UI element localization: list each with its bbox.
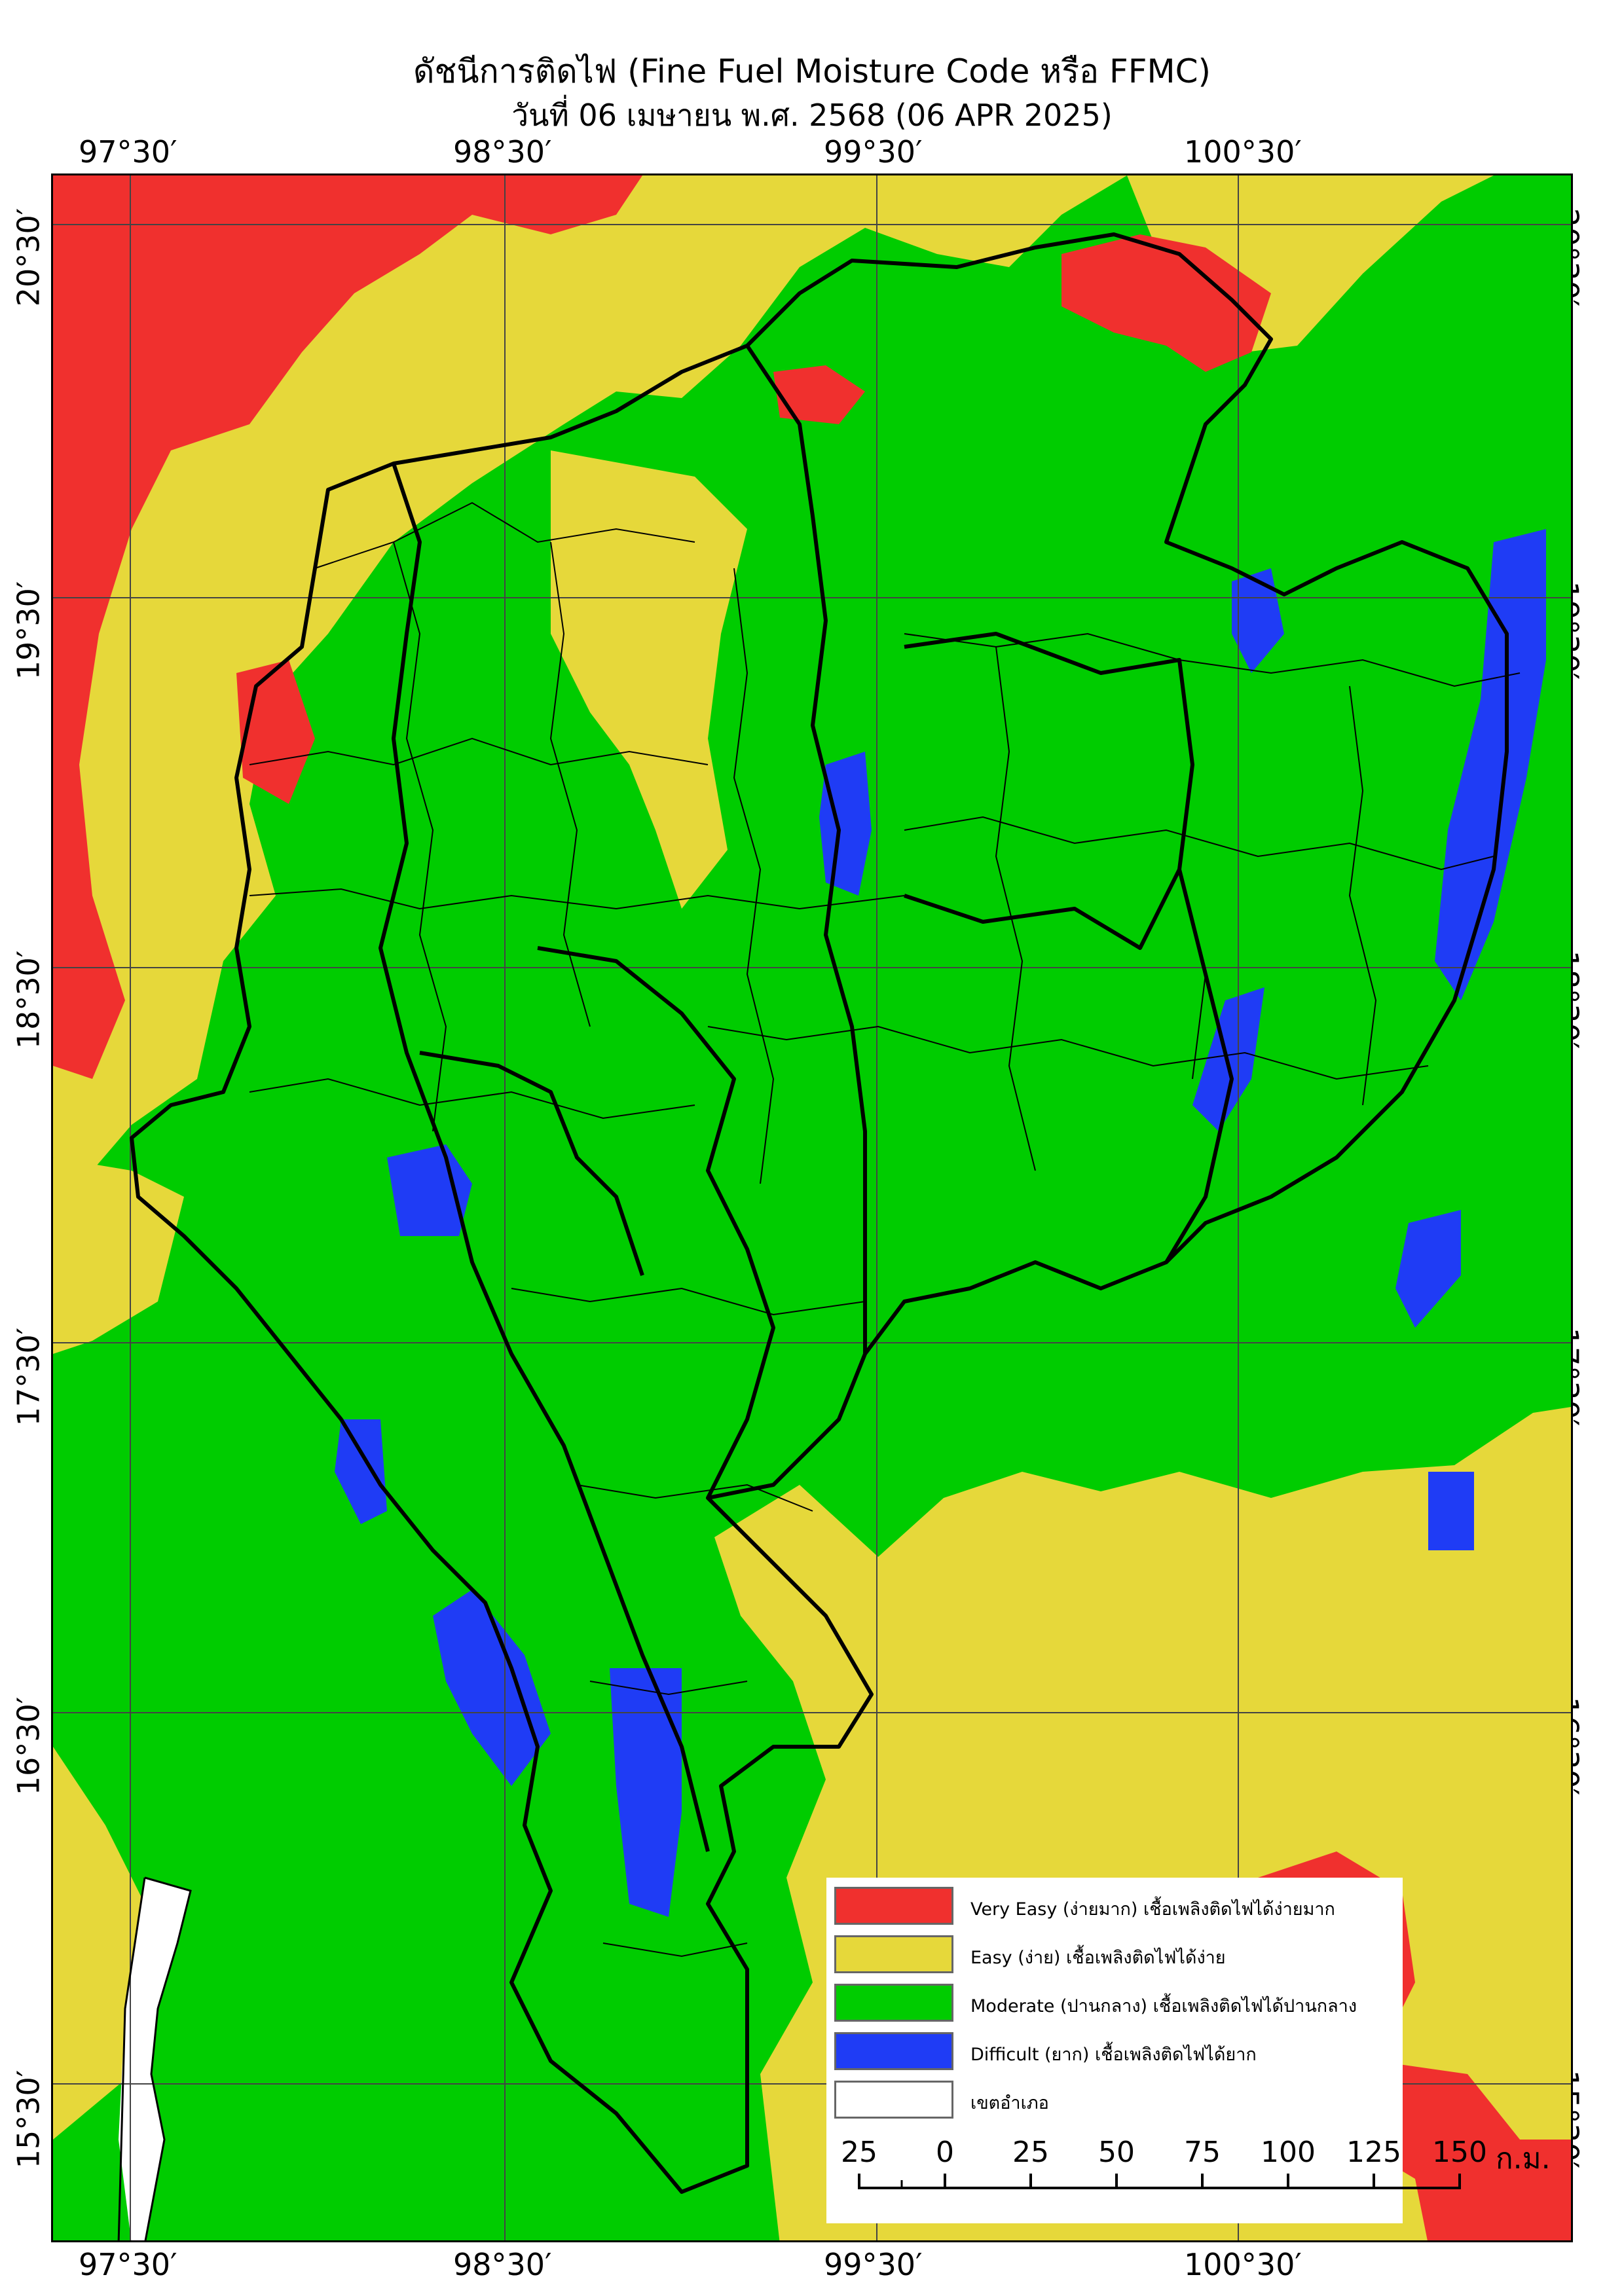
district-line-15 [995, 646, 1036, 1171]
legend-swatch-district [834, 2081, 953, 2119]
very-easy-area-west-patch [236, 660, 315, 804]
lon-label-top-100-30: 100°30′ [1184, 134, 1302, 170]
easy-area-northwest-inner [551, 450, 747, 909]
district-line-6 [707, 1025, 1429, 1080]
lon-label-top-98-30: 98°30′ [453, 134, 552, 170]
legend-item-easy: Easy (ง่าย) เชื้อเพลิงติดไฟได้ง่าย [834, 1935, 1397, 1976]
province-boundary-inner-2 [378, 463, 710, 1852]
map-title: ดัชนีการติดไฟ (Fine Fuel Moisture Code ห… [413, 52, 1211, 90]
legend-item-moderate: Moderate (ปานกลาง) เชื้อเพลิงติดไฟได้ปาน… [834, 1984, 1397, 2024]
scale-label-50: 50 [1098, 2136, 1135, 2169]
district-line-3 [249, 888, 905, 910]
lat-label-left-17-30: 17°30′ [10, 1327, 46, 1427]
legend-item-district: เขตอำเภอ [834, 2081, 1397, 2121]
province-boundary-outer [130, 232, 1509, 2194]
legend-label-very-easy: Very Easy (ง่ายมาก) เชื้อเพลิงติดไฟได้ง่… [970, 1899, 1335, 1920]
scale-label-25-left: 25 [841, 2136, 877, 2169]
lon-label-top-99-30: 99°30′ [824, 134, 923, 170]
scale-label-0: 0 [936, 2136, 954, 2169]
district-line-13 [549, 541, 591, 1027]
legend-label-easy: Easy (ง่าย) เชื้อเพลิงติดไฟได้ง่าย [970, 1948, 1226, 1968]
legend-box: Very Easy (ง่ายมาก) เชื้อเพลิงติดไฟได้ง่… [826, 1878, 1403, 2223]
legend-label-moderate: Moderate (ปานกลาง) เชื้อเพลิงติดไฟได้ปาน… [970, 1996, 1357, 2016]
scale-bar: 25 0 25 50 75 100 125 150 ก.ม. [826, 2136, 1573, 2221]
legend-label-difficult: Difficult (ยาก) เชื้อเพลิงติดไฟได้ยาก [970, 2045, 1257, 2065]
scale-label-150: 150 [1432, 2136, 1487, 2169]
lon-label-bottom-97-30: 97°30′ [79, 2247, 177, 2282]
difficult-area-east-2 [1232, 568, 1284, 673]
province-boundaries [130, 232, 1509, 2194]
scale-label-100: 100 [1261, 2136, 1316, 2169]
district-line-10 [589, 1681, 748, 1696]
district-line-9 [576, 1484, 813, 1512]
district-line-7 [249, 1078, 695, 1120]
district-line-2 [249, 737, 709, 766]
lat-label-left-20-30: 20°30′ [10, 208, 46, 307]
difficult-area-southeast-box [1428, 1472, 1474, 1550]
legend-item-very-easy: Very Easy (ง่ายมาก) เชื้อเพลิงติดไฟได้ง่… [834, 1887, 1397, 1927]
lon-label-bottom-99-30: 99°30′ [824, 2247, 923, 2282]
province-boundary-inner-5 [537, 946, 775, 1499]
legend-swatch-easy [834, 1935, 953, 1973]
legend-label-district: เขตอำเภอ [970, 2093, 1049, 2113]
very-easy-area-north-patch [773, 365, 865, 424]
scale-bar-graphic [858, 2174, 1461, 2189]
district-line-5 [904, 816, 1494, 871]
lat-label-left-19-30: 19°30′ [10, 581, 46, 680]
difficult-area-southwest [433, 1590, 551, 1786]
difficult-area-east-4 [1395, 1210, 1461, 1328]
lon-label-top-97-30: 97°30′ [79, 134, 177, 170]
scale-unit: ก.ม. [1496, 2142, 1551, 2176]
legend-swatch-very-easy [834, 1887, 953, 1925]
difficult-area-west-1 [387, 1144, 472, 1236]
province-boundary-inner-4 [904, 868, 1181, 950]
scale-label-25: 25 [1012, 2136, 1049, 2169]
easy-area-northwest [53, 175, 1127, 1171]
sea-area-coast [119, 1878, 191, 2240]
district-line-17 [1348, 685, 1377, 1106]
province-boundary-inner-6 [419, 1051, 644, 1276]
lat-label-left-15-30: 15°30′ [10, 2069, 46, 2169]
legend-item-difficult: Difficult (ยาก) เชื้อเพลิงติดไฟได้ยาก [834, 2032, 1397, 2073]
legend-swatch-moderate [834, 1984, 953, 2022]
district-line-12 [393, 541, 447, 1132]
province-boundary-inner-3 [904, 632, 1234, 1264]
lon-label-bottom-100-30: 100°30′ [1184, 2247, 1302, 2282]
district-line-8 [511, 1287, 866, 1316]
map-subtitle-date: วันที่ 06 เมษายน พ.ศ. 2568 (06 APR 2025) [511, 98, 1113, 133]
difficult-area-south [610, 1668, 682, 1917]
scale-label-125: 125 [1346, 2136, 1401, 2169]
difficult-area-central [819, 752, 872, 896]
district-line-11 [602, 1942, 748, 1958]
district-line-4 [904, 632, 1521, 687]
difficult-area-west-2 [335, 1419, 387, 1524]
coastline [117, 1876, 192, 2240]
legend-swatch-difficult [834, 2032, 953, 2070]
district-line-14 [733, 568, 775, 1184]
difficult-area-east-1 [1435, 529, 1546, 1000]
very-easy-area-north-border [1061, 234, 1271, 372]
lat-label-left-18-30: 18°30′ [10, 950, 46, 1049]
province-boundary-inner-1 [745, 344, 867, 1354]
lon-label-bottom-98-30: 98°30′ [453, 2247, 552, 2282]
very-easy-area-northwest [53, 175, 642, 1079]
district-line-1 [314, 501, 695, 569]
lat-label-left-16-30: 16°30′ [10, 1696, 46, 1796]
scale-label-75: 75 [1184, 2136, 1221, 2169]
